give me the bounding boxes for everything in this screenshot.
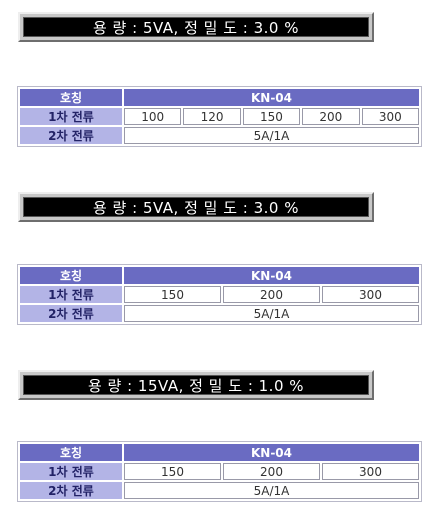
spec-table: 호칭 KN-04 1차 전류 100 120 150 200 300 2차 전류…: [17, 86, 422, 147]
primary-current-label: 1차 전류: [20, 463, 122, 480]
primary-current-label: 1차 전류: [20, 108, 122, 125]
spec-table: 호칭 KN-04 1차 전류 150 200 300 2차 전류 5A/1A: [17, 441, 422, 502]
spec-banner: 용 량 : 5VA, 정 밀 도 : 3.0 %: [18, 192, 374, 222]
primary-current-value: 150: [242, 108, 301, 125]
secondary-current-value: 5A/1A: [124, 305, 419, 322]
primary-current-row: 1차 전류 100 120 150 200 300: [20, 108, 419, 125]
header-cell-model: KN-04: [124, 267, 419, 284]
primary-current-value: 100: [124, 108, 182, 125]
primary-current-label: 1차 전류: [20, 286, 122, 303]
header-cell-name: 호칭: [20, 267, 122, 284]
primary-current-value: 120: [183, 108, 241, 125]
table-header-row: 호칭 KN-04: [20, 267, 419, 284]
spec-banner: 용 량 : 15VA, 정 밀 도 : 1.0 %: [18, 370, 374, 400]
header-cell-model: KN-04: [124, 89, 419, 106]
secondary-current-value: 5A/1A: [124, 482, 419, 499]
spec-banner-text: 용 량 : 5VA, 정 밀 도 : 3.0 %: [23, 197, 369, 217]
primary-current-value: 150: [124, 463, 221, 480]
primary-current-value: 300: [361, 108, 419, 125]
secondary-current-row: 2차 전류 5A/1A: [20, 305, 419, 322]
secondary-current-value: 5A/1A: [124, 127, 419, 144]
secondary-current-row: 2차 전류 5A/1A: [20, 127, 419, 144]
spec-banner: 용 량 : 5VA, 정 밀 도 : 3.0 %: [18, 12, 374, 42]
header-cell-name: 호칭: [20, 444, 122, 461]
spec-banner-text: 용 량 : 15VA, 정 밀 도 : 1.0 %: [23, 375, 369, 395]
primary-current-value: 200: [302, 108, 360, 125]
primary-current-row: 1차 전류 150 200 300: [20, 463, 419, 480]
primary-current-row: 1차 전류 150 200 300: [20, 286, 419, 303]
spec-table: 호칭 KN-04 1차 전류 150 200 300 2차 전류 5A/1A: [17, 264, 422, 325]
table-header-row: 호칭 KN-04: [20, 89, 419, 106]
primary-current-value: 200: [223, 463, 320, 480]
primary-current-value: 300: [322, 286, 419, 303]
primary-current-value: 150: [124, 286, 221, 303]
header-cell-model: KN-04: [124, 444, 419, 461]
secondary-current-label: 2차 전류: [20, 305, 122, 322]
secondary-current-label: 2차 전류: [20, 127, 122, 144]
header-cell-name: 호칭: [20, 89, 122, 106]
primary-current-value: 300: [322, 463, 419, 480]
table-header-row: 호칭 KN-04: [20, 444, 419, 461]
primary-current-value: 200: [223, 286, 320, 303]
secondary-current-row: 2차 전류 5A/1A: [20, 482, 419, 499]
spec-banner-text: 용 량 : 5VA, 정 밀 도 : 3.0 %: [23, 17, 369, 37]
secondary-current-label: 2차 전류: [20, 482, 122, 499]
